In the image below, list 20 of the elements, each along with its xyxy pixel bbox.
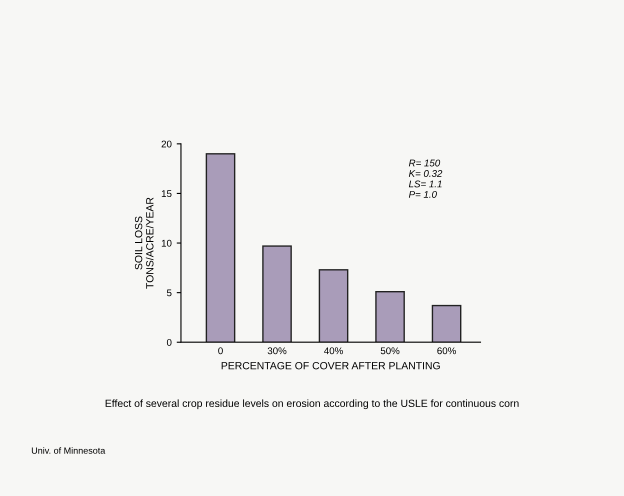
x-tick-label: 50%: [380, 347, 400, 354]
text: Univ. of Minnesota: [32, 447, 106, 454]
x-tick-label: 0: [218, 347, 223, 354]
y-tick-label: 5: [166, 289, 172, 296]
y-axis-title: SOIL LOSS TONS/ACRE/YEAR: [134, 198, 154, 289]
bar: [318, 269, 348, 342]
annotation: R= 150 K= 0.32 LS= 1.1 P= 1.0: [408, 160, 442, 198]
y-tick-label: 20: [162, 140, 172, 148]
x-axis-title: PERCENTAGE OF COVER AFTER PLANTING: [222, 362, 440, 370]
x-tick-label: 60%: [437, 347, 456, 354]
bar: [432, 304, 462, 342]
y-tick-label: 10: [162, 240, 172, 247]
y-tick-label: 15: [162, 190, 172, 198]
bar: [375, 290, 405, 342]
text: Effect of several crop residue levels on erosion according to the USLE for continuous corn: [106, 399, 519, 410]
y-tick-label: 0: [166, 338, 172, 346]
bar: [262, 245, 292, 342]
x-tick-label: 40%: [324, 347, 343, 354]
bar: [206, 153, 236, 342]
x-tick-label: 30%: [268, 347, 286, 354]
